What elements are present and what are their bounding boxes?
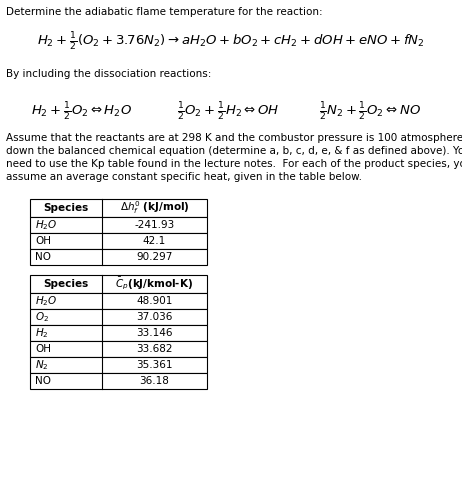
Text: $\frac{1}{2}N_2 + \frac{1}{2}O_2 \Leftrightarrow NO$: $\frac{1}{2}N_2 + \frac{1}{2}O_2 \Leftri… bbox=[319, 101, 421, 123]
Bar bbox=[30, 233, 207, 249]
Text: down the balanced chemical equation (determine a, b, c, d, e, & f as defined abo: down the balanced chemical equation (det… bbox=[6, 146, 462, 156]
Text: -241.93: -241.93 bbox=[134, 220, 175, 230]
Text: 33.682: 33.682 bbox=[136, 344, 173, 354]
Text: Assume that the reactants are at 298 K and the combustor pressure is 100 atmosph: Assume that the reactants are at 298 K a… bbox=[6, 133, 462, 143]
Bar bbox=[30, 325, 207, 341]
Text: 90.297: 90.297 bbox=[136, 252, 173, 262]
Bar bbox=[30, 357, 207, 373]
Text: $O_2$: $O_2$ bbox=[35, 310, 49, 324]
Text: $H_2O$: $H_2O$ bbox=[35, 294, 57, 308]
Text: NO: NO bbox=[35, 376, 51, 386]
Text: $\bar{C}_p$(kJ/kmol-K): $\bar{C}_p$(kJ/kmol-K) bbox=[116, 276, 194, 292]
Bar bbox=[30, 199, 207, 217]
Text: $H_2 + \frac{1}{2}O_2 \Leftrightarrow H_2O$: $H_2 + \frac{1}{2}O_2 \Leftrightarrow H_… bbox=[31, 101, 133, 123]
Text: $\frac{1}{2}O_2 + \frac{1}{2}H_2 \Leftrightarrow OH$: $\frac{1}{2}O_2 + \frac{1}{2}H_2 \Leftri… bbox=[177, 101, 280, 123]
Text: NO: NO bbox=[35, 252, 51, 262]
Text: 37.036: 37.036 bbox=[136, 312, 173, 322]
Text: 36.18: 36.18 bbox=[140, 376, 170, 386]
Text: need to use the Kp table found in the lecture notes.  For each of the product sp: need to use the Kp table found in the le… bbox=[6, 159, 462, 169]
Text: OH: OH bbox=[35, 236, 51, 246]
Text: 42.1: 42.1 bbox=[143, 236, 166, 246]
Bar bbox=[30, 293, 207, 309]
Bar bbox=[30, 249, 207, 265]
Bar bbox=[30, 275, 207, 293]
Text: Species: Species bbox=[43, 203, 89, 213]
Text: 33.146: 33.146 bbox=[136, 328, 173, 338]
Text: OH: OH bbox=[35, 344, 51, 354]
Text: $H_2$: $H_2$ bbox=[35, 326, 49, 340]
Text: 48.901: 48.901 bbox=[136, 296, 173, 306]
Text: 35.361: 35.361 bbox=[136, 360, 173, 370]
Text: $H_2 + \frac{1}{2}(O_2 + 3.76N_2) \rightarrow aH_2O + bO_2 + cH_2 + dOH + eNO + : $H_2 + \frac{1}{2}(O_2 + 3.76N_2) \right… bbox=[37, 31, 425, 53]
Text: assume an average constant specific heat, given in the table below.: assume an average constant specific heat… bbox=[6, 172, 362, 182]
Text: $N_2$: $N_2$ bbox=[35, 358, 49, 372]
Bar bbox=[30, 217, 207, 233]
Text: Species: Species bbox=[43, 279, 89, 289]
Text: $\Delta h_f^0$ (kJ/mol): $\Delta h_f^0$ (kJ/mol) bbox=[120, 200, 189, 217]
Bar bbox=[30, 373, 207, 389]
Text: By including the dissociation reactions:: By including the dissociation reactions: bbox=[6, 69, 212, 79]
Text: $H_2O$: $H_2O$ bbox=[35, 218, 57, 232]
Bar bbox=[30, 309, 207, 325]
Text: Determine the adiabatic flame temperature for the reaction:: Determine the adiabatic flame temperatur… bbox=[6, 7, 322, 17]
Bar bbox=[30, 341, 207, 357]
